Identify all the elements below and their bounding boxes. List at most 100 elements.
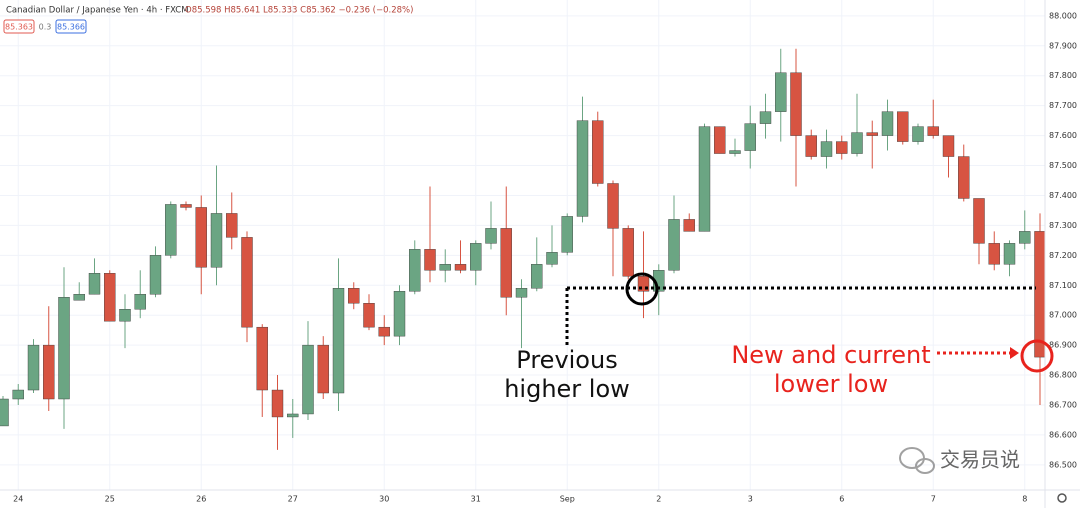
x-tick-label: 25 [105,495,115,504]
candle-body [180,204,192,208]
candle-body [58,297,70,400]
candle-body [454,264,467,271]
candle-body [241,237,253,328]
candle-body [851,132,863,154]
candle-body [363,303,375,328]
y-tick-label: 87.000 [1049,311,1077,320]
candle-body [210,213,223,268]
candle-body [348,288,360,304]
candle-body [409,249,421,292]
x-tick-label: 3 [748,495,753,504]
candle-body [576,120,589,217]
y-tick-label: 88.000 [1049,11,1077,20]
candle-body [485,228,497,244]
candle-body [866,132,878,136]
y-tick-label: 87.200 [1049,251,1077,260]
candle-body [836,141,848,154]
chart-title: Canadian Dollar / Japanese Yen · 4h · FX… [6,6,189,16]
candle-body [104,273,116,322]
y-tick-label: 87.100 [1049,281,1077,290]
x-tick-label: 24 [13,495,23,504]
candle-body [12,389,24,400]
annotation: New and current [731,341,930,369]
buy-price: 85.366 [57,23,85,32]
candle-body [668,219,680,271]
candle-body [546,252,558,265]
candle-body [1034,231,1045,358]
spread: 0.3 [39,23,52,32]
higher-low-circle [625,272,659,306]
ohlc-text: O85.598 H85.641 L85.333 C85.362 −0.236 (… [185,6,413,16]
candle-body [256,326,268,391]
candle-body [393,291,406,337]
watermark-icon [899,447,935,474]
arrow-head [1010,347,1019,359]
x-tick-label: 2 [656,495,661,504]
sell-price: 85.363 [5,23,33,32]
y-tick-label: 87.700 [1049,101,1077,110]
candle-body [43,344,55,400]
candle-body [561,216,573,253]
lower-low-circle [1020,339,1054,373]
x-tick-label: 30 [379,495,389,504]
candle-body [165,204,177,256]
candle-body [500,228,512,298]
candle-body [790,72,802,136]
candle-body [622,228,634,277]
buy-badge[interactable] [55,19,87,34]
candle-body [775,72,787,112]
candle-body [988,243,1000,265]
candle-body [470,243,482,271]
y-tick-label: 87.300 [1049,221,1077,230]
y-tick-label: 86.700 [1049,400,1077,409]
candle-body [820,141,833,157]
candle-body [1003,243,1016,265]
candle-body [88,273,101,295]
candle-body [927,126,939,136]
y-tick-label: 86.900 [1049,341,1077,350]
annotation: Previous [516,346,617,374]
candle-body [149,255,162,295]
x-tick-label: 26 [196,495,206,504]
candle-body [637,276,650,292]
candle-body [698,126,711,232]
y-tick-label: 87.900 [1049,41,1077,50]
candle-body [744,123,756,151]
y-tick-label: 86.800 [1049,371,1077,380]
candle-body [759,111,772,124]
candle-body [134,294,146,310]
y-tick-label: 86.500 [1049,460,1077,469]
annotation: higher low [504,375,630,403]
candle-body [119,309,131,322]
candle-body [592,120,604,184]
candle-body [378,326,390,337]
y-tick-label: 87.400 [1049,191,1077,200]
axes: 88.000 87.900 87.800 87.700 87.600 87.500 87.4… [13,11,1077,503]
candle-body [27,344,40,391]
candle-body [73,294,85,301]
candle-body [317,344,329,394]
candle-body [302,344,314,415]
candle-body [805,135,817,157]
settings-icon[interactable] [1057,493,1067,503]
x-tick-label: 31 [471,495,481,504]
annotation: lower low [774,370,888,398]
candle-body [424,249,436,271]
y-tick-label: 87.500 [1049,161,1077,170]
candle-body [881,111,894,136]
candle-body [942,135,955,157]
candle-body [195,207,207,268]
candle-body [332,288,345,394]
x-tick-label: 8 [1022,495,1027,504]
x-tick-label: Sep [560,495,575,504]
x-tick-label: 27 [288,495,298,504]
candle-body [897,111,909,142]
candle-body [287,413,299,418]
candle-body [226,213,238,238]
y-tick-label: 86.600 [1049,430,1077,439]
sell-badge[interactable] [3,19,35,34]
x-tick-label: 6 [839,495,844,504]
candle-body [515,288,528,298]
candle-body [531,264,543,289]
